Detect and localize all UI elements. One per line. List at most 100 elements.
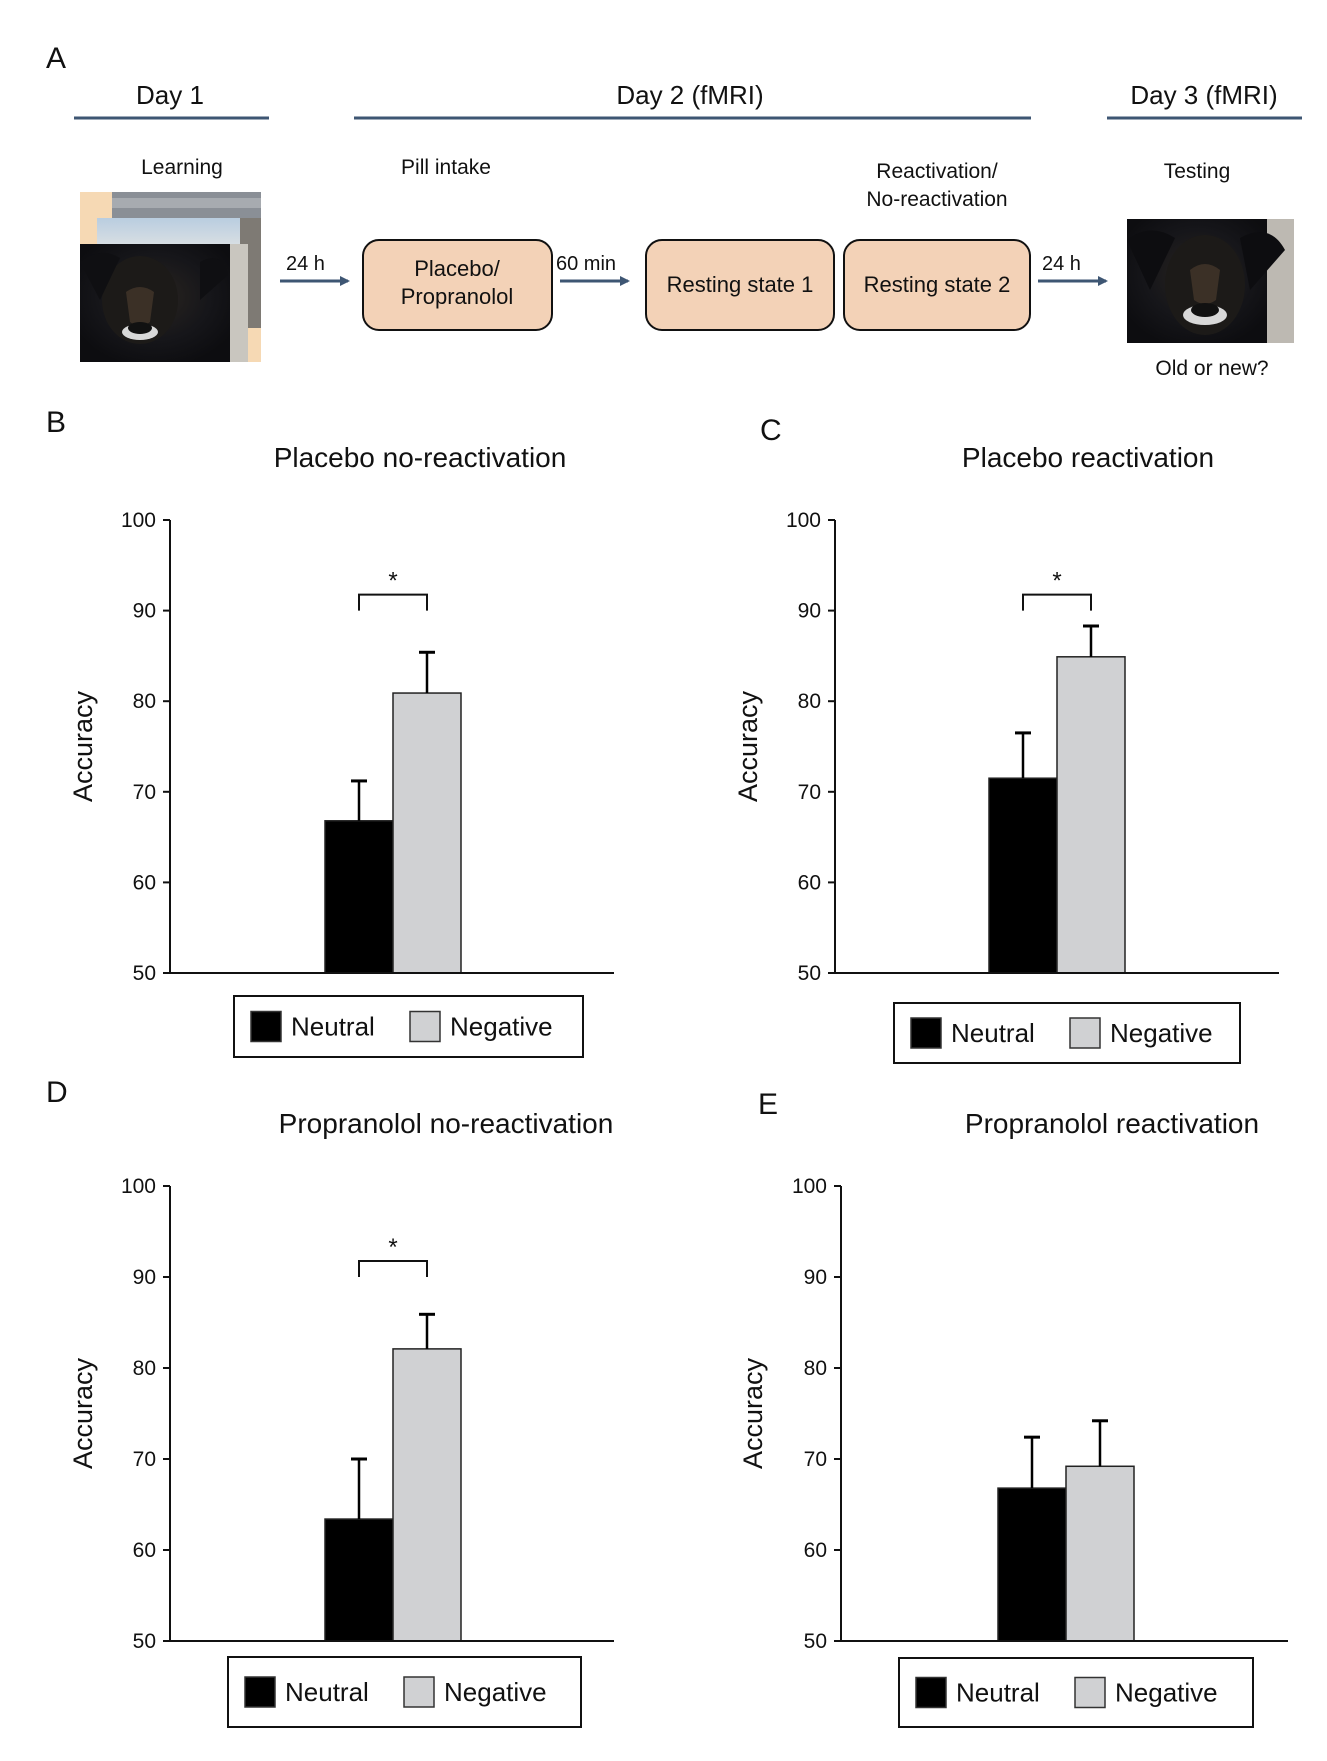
legend-swatch-negative [1074, 1676, 1106, 1709]
y-tick-label: 70 [798, 781, 821, 804]
bar-negative [392, 1348, 462, 1642]
significance-bracket [358, 1260, 428, 1277]
chart-title: Placebo reactivation [962, 442, 1214, 473]
legend-label-negative: Negative [444, 1677, 547, 1707]
y-axis-label: Accuracy [733, 690, 763, 802]
y-tick-label: 90 [804, 1266, 827, 1289]
bar-neutral [324, 820, 394, 974]
placebo-propranolol-line1: Placebo/ [414, 256, 501, 281]
legend-swatch-negative [409, 1010, 441, 1043]
bar-neutral [324, 1518, 394, 1642]
y-tick-label: 80 [133, 1357, 156, 1380]
y-tick-label: 60 [133, 1539, 156, 1562]
y-tick-label: 50 [804, 1630, 827, 1653]
legend-swatch-neutral [244, 1676, 276, 1708]
arrow-label-24h-2: 24 h [1042, 253, 1081, 275]
bar-neutral [988, 777, 1058, 974]
y-tick-label: 100 [792, 1175, 827, 1198]
significance-star: * [388, 1234, 397, 1261]
legend-label-negative: Negative [1115, 1678, 1218, 1708]
legend-label-neutral: Neutral [956, 1678, 1040, 1708]
stacked-photos-dog-icon [80, 192, 261, 362]
significance-star: * [388, 568, 397, 595]
y-tick-label: 50 [798, 962, 821, 985]
panel-label-b: B [46, 406, 66, 439]
reactivation-label-line1: Reactivation/ [876, 160, 998, 183]
pill-intake-label: Pill intake [401, 156, 491, 179]
reactivation-label-line2: No-reactivation [866, 188, 1007, 211]
y-tick-label: 60 [804, 1539, 827, 1562]
y-tick-label: 80 [804, 1357, 827, 1380]
y-tick-label: 70 [133, 781, 156, 804]
legend-swatch-neutral [915, 1676, 947, 1709]
day-1-label: Day 1 [136, 80, 204, 110]
bar-negative [1065, 1465, 1135, 1642]
significance-bracket [358, 593, 428, 611]
legend-box [893, 1002, 1241, 1064]
old-or-new-label: Old or new? [1155, 357, 1268, 380]
resting-state-1-label: Resting state 1 [667, 272, 814, 297]
y-tick-label: 100 [786, 509, 821, 532]
y-tick-label: 70 [133, 1448, 156, 1471]
legend: Neutral Negative [233, 995, 584, 1058]
y-tick-label: 60 [133, 871, 156, 894]
resting-state-1-box [645, 239, 835, 331]
y-axis-label: Accuracy [68, 1357, 98, 1469]
legend-label-negative: Negative [1110, 1018, 1213, 1048]
panel-label-e: E [758, 1088, 778, 1121]
legend-swatch-negative [1069, 1017, 1101, 1049]
panel-label-d: D [46, 1076, 68, 1109]
legend: Neutral Negative [227, 1656, 582, 1728]
y-tick-label: 80 [798, 690, 821, 713]
legend: Neutral Negative [893, 1002, 1241, 1064]
dog-photo-icon [1127, 219, 1294, 343]
y-tick-label: 90 [133, 600, 156, 623]
resting-state-2-label: Resting state 2 [864, 272, 1011, 297]
panel-label-a: A [46, 42, 66, 75]
legend-box [233, 995, 584, 1058]
panel-d-chart: D Propranolol no-reactivation Accuracy 50 60… [46, 1076, 614, 1728]
placebo-propranolol-box [362, 239, 553, 331]
legend-label-neutral: Neutral [291, 1012, 375, 1042]
chart-title: Placebo no-reactivation [274, 442, 567, 473]
day-3-label: Day 3 (fMRI) [1130, 80, 1277, 110]
placebo-propranolol-line2: Propranolol [401, 284, 514, 309]
legend-swatch-neutral [910, 1017, 942, 1049]
legend-swatch-negative [403, 1676, 435, 1708]
y-tick-label: 60 [798, 871, 821, 894]
y-tick-label: 70 [804, 1448, 827, 1471]
y-tick-label: 50 [133, 1630, 156, 1653]
y-tick-label: 80 [133, 690, 156, 713]
panel-c-chart: C Placebo reactivation Accuracy 50 60 70 80 90 1… [733, 414, 1279, 1064]
y-tick-label: 90 [798, 600, 821, 623]
testing-label: Testing [1164, 160, 1231, 183]
y-tick-label: 50 [133, 962, 156, 985]
arrow-label-24h-1: 24 h [286, 253, 325, 275]
significance-bracket [1022, 593, 1092, 611]
day-2-label: Day 2 (fMRI) [616, 80, 763, 110]
legend-label-neutral: Neutral [951, 1018, 1035, 1048]
legend-label-negative: Negative [450, 1012, 553, 1042]
resting-state-2-box [843, 239, 1031, 331]
learning-label: Learning [141, 156, 223, 179]
y-tick-label: 100 [121, 1175, 156, 1198]
panel-e-chart: E Propranolol reactivation Accuracy 50 60 70 8… [738, 1088, 1288, 1728]
panel-a: A Day 1 Day 2 (fMRI) Day 3 (fMRI) Learni… [46, 42, 1302, 380]
y-axis-label: Accuracy [738, 1357, 768, 1469]
panel-b-chart: B Placebo no-reactivation Accuracy 50 60 70 80… [46, 406, 614, 1058]
chart-title: Propranolol no-reactivation [279, 1108, 614, 1139]
legend: Neutral Negative [898, 1657, 1254, 1728]
y-tick-label: 90 [133, 1266, 156, 1289]
y-tick-label: 100 [121, 509, 156, 532]
panel-label-c: C [760, 414, 782, 447]
bar-negative [1056, 656, 1126, 974]
legend-label-neutral: Neutral [285, 1677, 369, 1707]
significance-star: * [1052, 568, 1061, 595]
bar-neutral [997, 1487, 1067, 1642]
chart-title: Propranolol reactivation [965, 1108, 1259, 1139]
y-axis-label: Accuracy [68, 690, 98, 802]
bar-negative [392, 692, 462, 974]
legend-swatch-neutral [250, 1010, 282, 1043]
arrow-label-60min: 60 min [556, 253, 616, 275]
